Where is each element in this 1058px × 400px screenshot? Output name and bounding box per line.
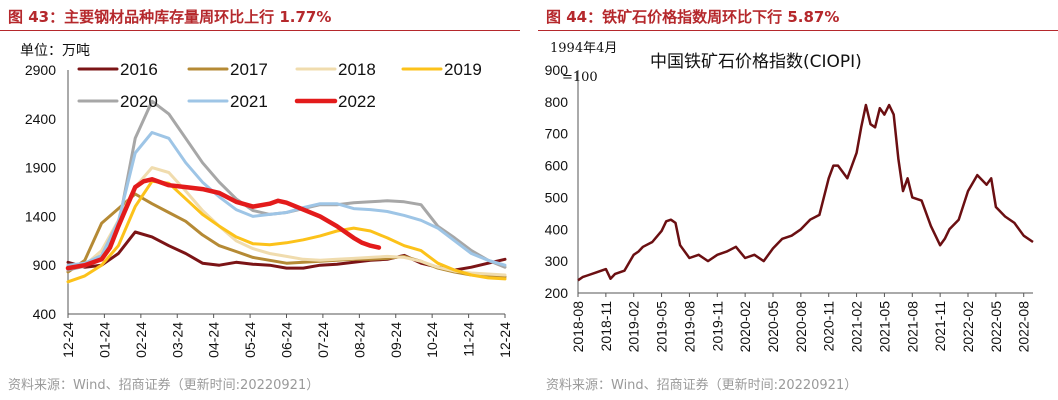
x-tick-label: 2019-11 [709, 301, 725, 352]
series-line-2022 [65, 177, 382, 271]
series-line-2021 [66, 131, 507, 267]
x-tick-label: 10-24 [424, 322, 440, 358]
left-title-rule [0, 30, 520, 31]
x-tick-label: 02-24 [133, 322, 149, 358]
x-tick-label: 2021-08 [904, 301, 920, 353]
x-tick-label: 06-24 [279, 322, 295, 358]
x-tick-label: 2019-08 [681, 301, 697, 353]
iron-ore-index-chart: 1994年4月 =100 中国铁矿石价格指数(CIOPI) 200 300 400 500 6… [545, 41, 1034, 353]
series-line-ciopi [577, 103, 1034, 282]
x-tick-label: 12-24 [497, 322, 513, 358]
x-tick-label: 2022-08 [1016, 301, 1032, 353]
left-figure-source: 资料来源：Wind、招商证券（更新时间:20220921） [8, 378, 320, 393]
legend-label-2016: 2016 [120, 60, 158, 79]
x-tick-label: 2021-02 [849, 301, 865, 353]
right-title-rule [538, 30, 1058, 31]
x-tick-label: 2020-11 [821, 301, 837, 352]
x-tick-label: 2022-02 [960, 301, 976, 353]
series-line-2019 [66, 179, 507, 284]
x-tick-label: 2018-11 [598, 301, 614, 352]
legend-label-2022: 2022 [338, 92, 376, 111]
x-tick-label: 2018-08 [570, 301, 586, 353]
axis-note-line1: 1994年4月 [550, 41, 617, 56]
y-tick-label: 300 [545, 253, 569, 269]
x-tick-label: 2022-05 [988, 301, 1004, 353]
y-tick-label: 2400 [25, 111, 56, 127]
y-tick-label: 900 [545, 62, 569, 78]
legend-label-2020: 2020 [120, 92, 158, 111]
left-figure-panel: 图 43：主要钢材品种库存量周环比上行 1.77% 单位：万吨 400 900 140… [0, 0, 520, 400]
unit-label: 单位：万吨 [20, 43, 90, 59]
y-tick-label: 1400 [25, 208, 56, 224]
x-tick-label: 2020-02 [737, 301, 753, 353]
x-tick-label: 08-24 [351, 322, 367, 358]
series-line-2018 [66, 166, 507, 277]
legend-label-2019: 2019 [444, 60, 482, 79]
legend-label-2017: 2017 [230, 60, 268, 79]
y-tick-label: 200 [545, 285, 569, 301]
legend-label-2021: 2021 [230, 92, 268, 111]
y-tick-label: 900 [33, 257, 57, 273]
x-tick-label: 04-24 [206, 322, 222, 358]
x-tick-label: 12-24 [60, 322, 76, 358]
x-tick-label: 2020-08 [793, 301, 809, 353]
x-tick-label: 11-24 [461, 322, 477, 357]
x-tick-label: 2019-02 [626, 301, 642, 353]
y-tick-label: 400 [545, 221, 569, 237]
legend-label-2018: 2018 [338, 60, 376, 79]
y-tick-label: 1900 [25, 160, 56, 176]
chart-title: 中国铁矿石价格指数(CIOPI) [650, 52, 862, 72]
steel-inventory-chart: 单位：万吨 400 900 1400 1900 2400 2900 12-24 01-24 02-… [20, 43, 513, 358]
right-figure-source: 资料来源：Wind、招商证券（更新时间:20220921） [546, 378, 858, 393]
axis-note-line2: =100 [562, 70, 598, 85]
x-tick-label: 01-24 [96, 322, 112, 358]
x-tick-label: 2021-05 [876, 301, 892, 353]
x-tick-label: 03-24 [169, 322, 185, 358]
y-tick-label: 500 [545, 189, 569, 205]
y-tick-label: 600 [545, 158, 569, 174]
right-figure-title: 图 44：铁矿石价格指数周环比下行 5.87% [546, 8, 840, 26]
y-tick-label: 400 [33, 306, 57, 322]
left-figure-title: 图 43：主要钢材品种库存量周环比上行 1.77% [8, 8, 332, 26]
y-tick-label: 700 [545, 126, 569, 142]
x-tick-label: 07-24 [315, 322, 331, 358]
x-tick-label: 09-24 [388, 322, 404, 358]
y-tick-label: 2900 [25, 62, 56, 78]
y-tick-label: 800 [545, 94, 569, 110]
x-tick-label: 2019-05 [654, 301, 670, 353]
x-tick-label: 2021-11 [932, 301, 948, 352]
x-tick-label: 2020-05 [765, 301, 781, 353]
right-figure-panel: 图 44：铁矿石价格指数周环比下行 5.87% 1994年4月 =100 中国铁矿石… [538, 0, 1058, 400]
x-tick-label: 05-24 [242, 322, 258, 358]
